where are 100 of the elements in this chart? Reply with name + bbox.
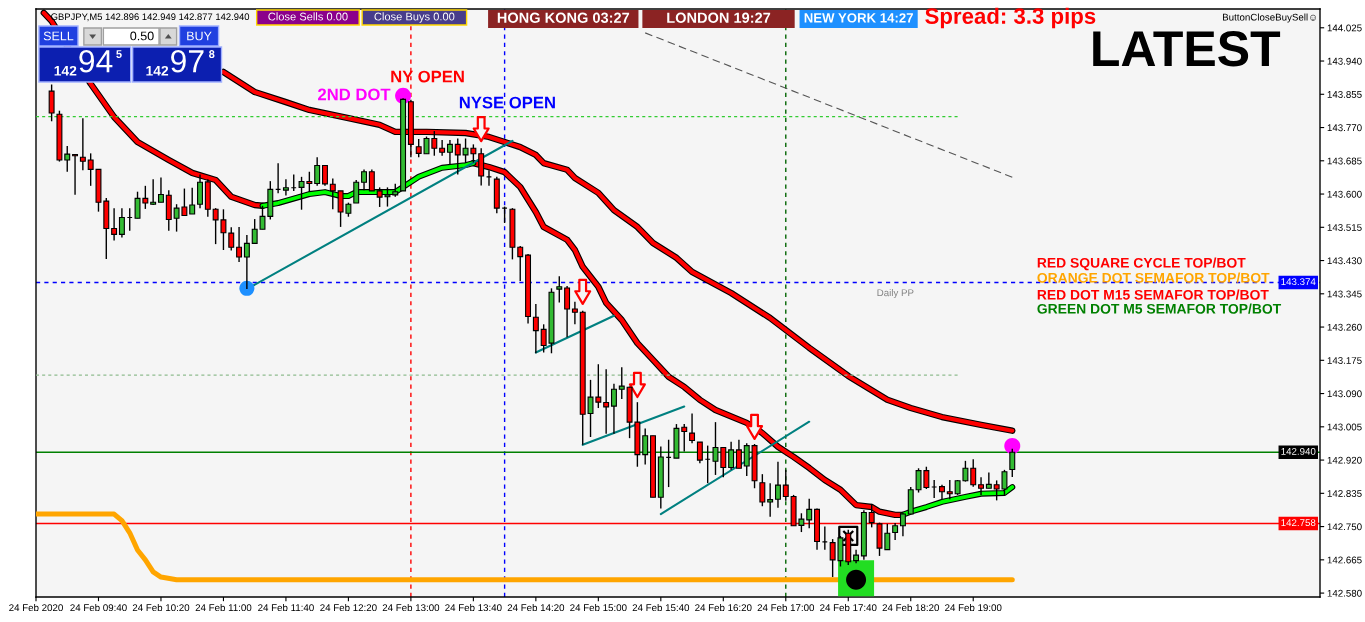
candlestick <box>322 164 328 187</box>
candlestick <box>782 469 789 502</box>
candlestick <box>111 207 118 242</box>
y-tick-label: 143.175 <box>1327 357 1362 364</box>
candlestick <box>368 168 375 192</box>
y-tick-label: 142.580 <box>1327 589 1362 597</box>
point <box>745 413 764 440</box>
y-tick-label: 143.770 <box>1327 124 1362 132</box>
candlestick <box>759 473 766 507</box>
x-tick-label: 24 Feb 17:00 <box>757 603 815 612</box>
candlestick <box>556 275 563 304</box>
y-tick-label: 144.025 <box>1327 24 1362 32</box>
candlestick <box>189 187 196 215</box>
x-tick-label: 24 Feb 17:40 <box>820 603 877 612</box>
candlestick <box>478 147 485 187</box>
annotation: RED SQUARE CYCLE TOP/BOT <box>1037 257 1246 271</box>
candlestick <box>72 153 79 196</box>
candlestick <box>931 479 938 499</box>
annotation: 143.374 <box>1281 278 1316 286</box>
candlestick <box>946 479 953 500</box>
x-tick-label: 24 Feb 11:00 <box>195 603 252 612</box>
x-tick-label: 24 Feb 14:20 <box>507 603 565 612</box>
candlestick <box>603 368 610 435</box>
x-tick-label: 24 Feb 12:20 <box>320 603 377 612</box>
candlestick <box>970 458 977 488</box>
annotation: 8 <box>209 50 215 58</box>
candlestick <box>564 285 571 338</box>
annotation: GREEN DOT M5 SEMAFOR TOP/BOT <box>1037 303 1282 314</box>
y-tick-label: 143.090 <box>1327 390 1362 398</box>
annotation: HONG KONG 03:27 <box>497 12 630 23</box>
y-tick-label: 143.515 <box>1327 224 1362 231</box>
annotation: 142.758 <box>1281 519 1316 527</box>
ref-line-label: NY OPEN <box>391 70 464 83</box>
y-tick-label: 143.345 <box>1327 290 1362 298</box>
y-tick-label: 143.855 <box>1327 91 1362 98</box>
candlestick <box>696 441 703 464</box>
candlestick <box>618 366 625 400</box>
candlestick <box>532 303 539 354</box>
x-tick-label: 24 Feb 15:40 <box>632 603 690 612</box>
annotation: 94 <box>79 49 113 73</box>
candlestick <box>236 226 243 263</box>
point <box>1004 437 1021 454</box>
candlestick <box>243 234 250 290</box>
y-tick-label: 142.665 <box>1327 556 1362 564</box>
x-tick-label: 24 Feb 13:40 <box>445 603 502 612</box>
candlestick <box>439 139 446 157</box>
candlestick <box>361 168 368 191</box>
candlestick <box>329 177 336 210</box>
candlestick <box>774 460 781 509</box>
candlestick <box>228 226 235 252</box>
annotation: NEW YORK 14:27 <box>804 13 913 23</box>
candlestick <box>806 498 813 529</box>
candlestick <box>157 176 164 203</box>
x-tick-label: 24 Feb 15:00 <box>570 603 627 612</box>
annotation: BUY <box>187 31 212 41</box>
annotation: 97 <box>171 49 204 73</box>
candlestick <box>728 440 735 471</box>
annotation: 142 <box>54 65 77 76</box>
candlestick <box>353 179 360 204</box>
candlestick <box>978 476 985 496</box>
annotation: 5 <box>116 50 122 58</box>
x-tick-label: 24 Feb 10:20 <box>132 603 190 612</box>
x-tick-label: 24 Feb 11:40 <box>258 603 314 612</box>
x-tick-label: 24 Feb 19:00 <box>945 603 1002 612</box>
candlestick <box>1009 448 1016 478</box>
annotation: Close Buys 0.00 <box>374 12 455 23</box>
annotation: 2ND DOT <box>318 88 391 101</box>
y-tick-label: 143.940 <box>1327 57 1362 65</box>
chart-title: GBPJPY,M5 142.896 142.949 142.877 142.940 <box>51 13 250 22</box>
annotation: Close Sells 0.00 <box>268 12 348 21</box>
annotation: Spread: 3.3 pips <box>925 7 1096 29</box>
y-tick-label: 143.430 <box>1327 257 1362 265</box>
annotation: RED DOT M15 SEMAFOR TOP/BOT <box>1037 289 1269 300</box>
x-tick-label: 24 Feb 09:40 <box>70 603 127 612</box>
candlestick <box>314 156 321 187</box>
candlestick <box>985 471 992 489</box>
candlestick <box>571 300 578 326</box>
annotation: 142 <box>146 65 169 76</box>
candlestick <box>517 245 524 282</box>
candlestick <box>610 383 617 435</box>
y-tick-label: 143.685 <box>1327 157 1362 165</box>
y-tick-label: 142.750 <box>1327 523 1362 531</box>
point <box>239 280 255 296</box>
candlestick <box>197 173 203 209</box>
x-tick-label: 24 Feb 13:00 <box>382 603 440 612</box>
candlestick <box>79 117 86 171</box>
x-tick-label: 24 Feb 18:20 <box>882 603 940 612</box>
candlestick <box>118 207 125 239</box>
line-series <box>220 68 1016 434</box>
y-tick-label: 143.600 <box>1327 190 1362 198</box>
x-tick-label: 24 Feb 2020 <box>9 603 63 612</box>
annotation: ORANGE DOT SEMAFOR TOP/BOT <box>1037 272 1270 283</box>
candlestick <box>689 412 696 444</box>
candlestick <box>735 439 742 469</box>
annotation: 142.940 <box>1281 447 1316 455</box>
y-tick-label: 143.260 <box>1327 323 1362 331</box>
annotation: 0.50 <box>130 31 154 41</box>
candlestick <box>48 83 55 122</box>
annotation: LONDON 19:27 <box>667 12 771 23</box>
candlestick <box>150 178 157 206</box>
